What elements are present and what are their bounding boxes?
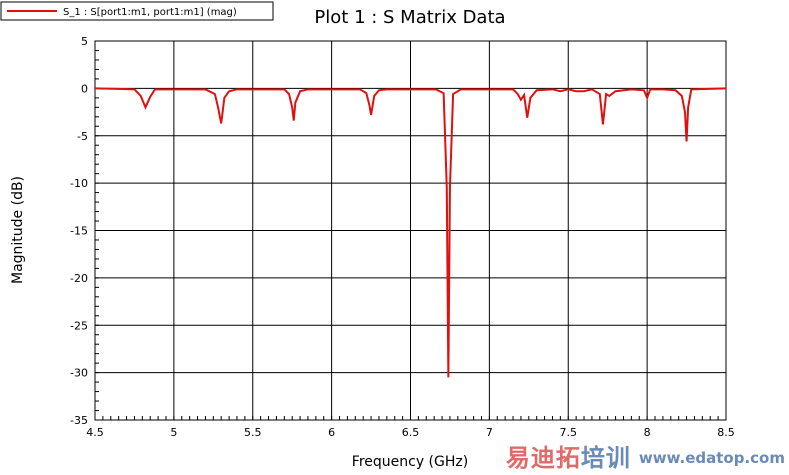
y-axis-label: Magnitude (dB) (10, 176, 26, 284)
watermark-url: www.edatop.com (638, 449, 785, 467)
y-tick-label: -20 (70, 272, 88, 285)
y-tick-label: -5 (77, 130, 88, 143)
plot-area-frame (94, 40, 727, 421)
series-line-s11 (94, 87, 727, 378)
x-tick-label: 7 (486, 426, 493, 439)
grid (94, 40, 727, 421)
y-tick-label: -25 (70, 319, 88, 332)
legend-label: S_1 : S[port1:m1, port1:m1] (mag) (63, 7, 237, 18)
x-tick-label: 5.5 (244, 426, 262, 439)
x-tick-label: 6 (328, 426, 335, 439)
x-tick-label: 8 (644, 426, 651, 439)
legend[interactable]: S_1 : S[port1:m1, port1:m1] (mag) (0, 1, 274, 21)
x-tick-label: 5 (170, 426, 177, 439)
legend-box (0, 1, 274, 21)
watermark-logo: 易迪拓培训 (505, 444, 631, 472)
y-tick-label: -30 (70, 367, 88, 380)
x-tick-label: 8.5 (717, 426, 735, 439)
y-tick-label: -35 (70, 414, 88, 427)
x-tick-label: 7.5 (560, 426, 578, 439)
y-tick-label: -15 (70, 225, 88, 238)
x-tick-label: 6.5 (402, 426, 420, 439)
y-tick-label: 5 (81, 35, 88, 48)
y-tick-label: -10 (70, 177, 88, 190)
x-tick-label: 4.5 (86, 426, 104, 439)
chart-title: Plot 1 : S Matrix Data (314, 7, 505, 28)
watermark: 易迪拓培训 www.edatop.com (506, 443, 785, 473)
axis-ticks: 4.5 5 5.5 6 6.5 7 7.5 8 8.5 5 0 -5 -10 -15 -20 -25 -30 -3… (70, 35, 735, 439)
x-axis-label: Frequency (GHz) (352, 454, 468, 470)
y-tick-label: 0 (81, 82, 88, 95)
